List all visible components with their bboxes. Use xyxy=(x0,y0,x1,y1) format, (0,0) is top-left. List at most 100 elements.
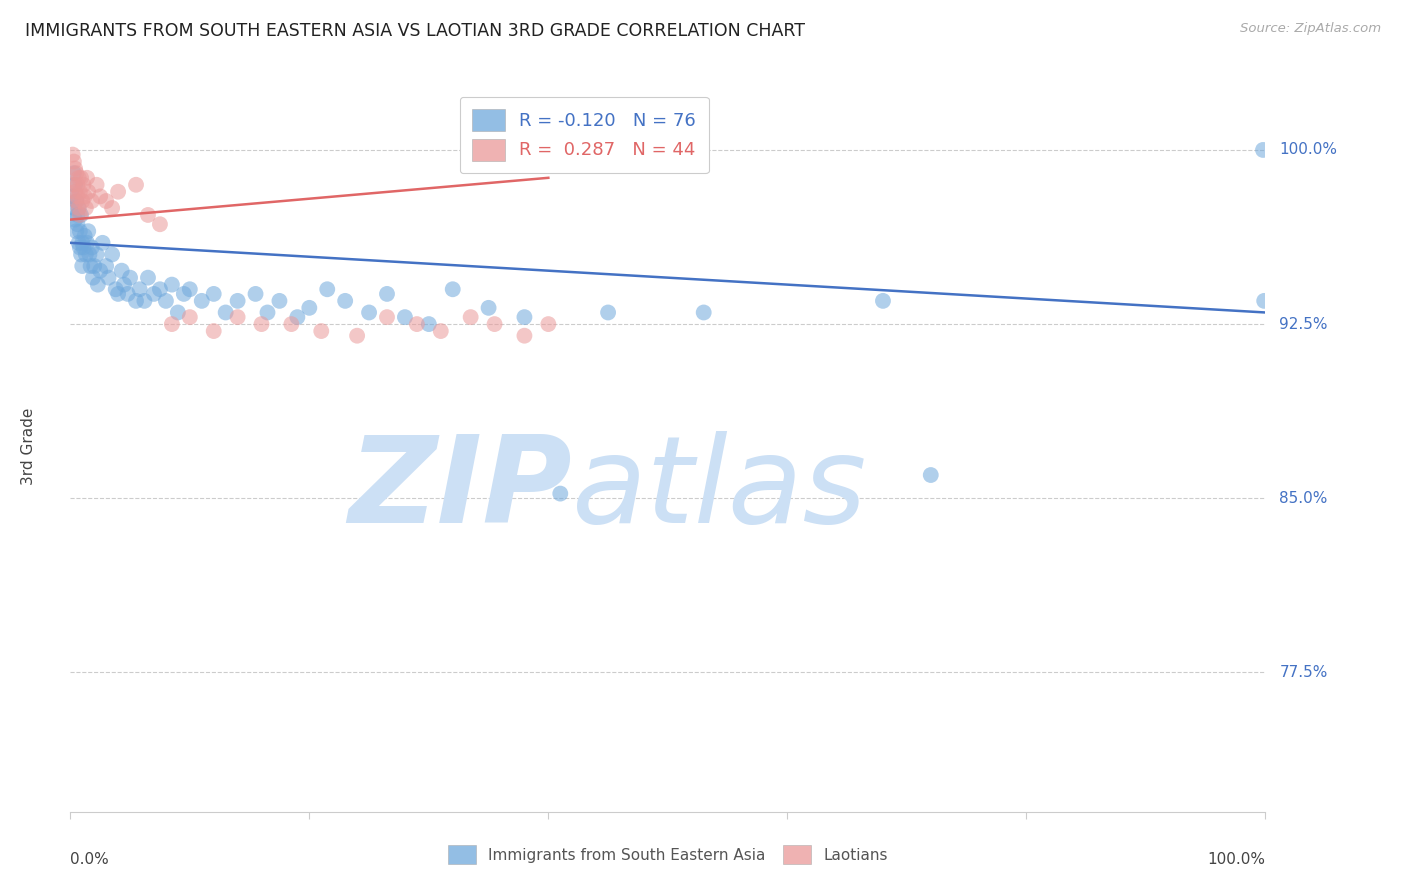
Point xyxy=(359,305,381,319)
Legend: Immigrants from South Eastern Asia, Laotians: Immigrants from South Eastern Asia, Laot… xyxy=(441,839,894,870)
Point xyxy=(75,201,97,215)
Point xyxy=(63,154,86,169)
Point xyxy=(550,486,572,500)
Point xyxy=(335,293,357,308)
Point xyxy=(598,305,620,319)
Point xyxy=(63,161,86,176)
Point xyxy=(63,212,86,227)
Point xyxy=(513,310,536,325)
Point xyxy=(67,170,90,185)
Point xyxy=(179,310,201,325)
Point xyxy=(89,263,111,277)
Point xyxy=(125,178,148,192)
Text: 77.5%: 77.5% xyxy=(1279,665,1327,680)
Point xyxy=(69,224,91,238)
Point xyxy=(73,189,96,203)
Point xyxy=(77,224,100,238)
Point xyxy=(67,201,90,215)
Point xyxy=(66,189,89,203)
Text: 0.0%: 0.0% xyxy=(70,852,110,867)
Point xyxy=(66,178,89,192)
Point xyxy=(76,170,98,185)
Point xyxy=(173,286,195,301)
Text: 100.0%: 100.0% xyxy=(1279,143,1337,158)
Point xyxy=(80,194,103,208)
Point xyxy=(79,259,101,273)
Text: 85.0%: 85.0% xyxy=(1279,491,1327,506)
Point xyxy=(83,259,105,273)
Point xyxy=(65,194,87,208)
Point xyxy=(226,310,249,325)
Point xyxy=(65,194,87,208)
Point xyxy=(406,317,429,331)
Text: 3rd Grade: 3rd Grade xyxy=(21,408,37,484)
Point xyxy=(69,240,91,254)
Point xyxy=(441,282,464,296)
Text: Source: ZipAtlas.com: Source: ZipAtlas.com xyxy=(1240,22,1381,36)
Point xyxy=(77,185,100,199)
Point xyxy=(214,305,236,319)
Point xyxy=(70,194,93,208)
Text: ZIP: ZIP xyxy=(349,432,572,549)
Point xyxy=(117,286,139,301)
Point xyxy=(67,201,90,215)
Point xyxy=(82,270,104,285)
Point xyxy=(226,293,249,308)
Text: atlas: atlas xyxy=(572,432,868,549)
Point xyxy=(287,310,309,325)
Point xyxy=(256,305,278,319)
Point xyxy=(309,324,333,338)
Text: IMMIGRANTS FROM SOUTH EASTERN ASIA VS LAOTIAN 3RD GRADE CORRELATION CHART: IMMIGRANTS FROM SOUTH EASTERN ASIA VS LA… xyxy=(25,22,806,40)
Point xyxy=(136,270,159,285)
Point xyxy=(70,170,93,185)
Point xyxy=(87,277,110,292)
Point xyxy=(160,317,183,331)
Point xyxy=(245,286,267,301)
Point xyxy=(269,293,291,308)
Point xyxy=(75,247,97,261)
Point xyxy=(101,201,124,215)
Point xyxy=(72,240,94,254)
Point xyxy=(1253,293,1275,308)
Text: 100.0%: 100.0% xyxy=(1208,852,1265,867)
Point xyxy=(179,282,201,296)
Point xyxy=(191,293,214,308)
Point xyxy=(89,189,111,203)
Point xyxy=(63,201,86,215)
Point xyxy=(62,147,84,161)
Point xyxy=(484,317,506,331)
Point xyxy=(155,293,177,308)
Point xyxy=(70,259,93,273)
Text: 92.5%: 92.5% xyxy=(1279,317,1327,332)
Point xyxy=(346,328,368,343)
Point xyxy=(97,270,120,285)
Point xyxy=(96,194,117,208)
Point xyxy=(65,224,87,238)
Point xyxy=(101,247,124,261)
Point xyxy=(872,293,894,308)
Point xyxy=(375,286,398,301)
Point xyxy=(136,208,159,222)
Point xyxy=(63,185,86,199)
Point xyxy=(418,317,440,331)
Point xyxy=(202,324,225,338)
Point xyxy=(107,286,129,301)
Point xyxy=(316,282,339,296)
Point xyxy=(120,270,141,285)
Point xyxy=(128,282,150,296)
Point xyxy=(104,282,127,296)
Point xyxy=(65,166,87,180)
Point xyxy=(478,301,501,315)
Point xyxy=(79,247,101,261)
Point xyxy=(73,228,96,243)
Point xyxy=(69,185,91,199)
Point xyxy=(80,240,103,254)
Point xyxy=(86,178,108,192)
Point xyxy=(160,277,183,292)
Point xyxy=(66,217,89,231)
Point xyxy=(86,247,108,261)
Point xyxy=(149,217,172,231)
Point xyxy=(112,277,135,292)
Point xyxy=(430,324,453,338)
Point xyxy=(62,189,84,203)
